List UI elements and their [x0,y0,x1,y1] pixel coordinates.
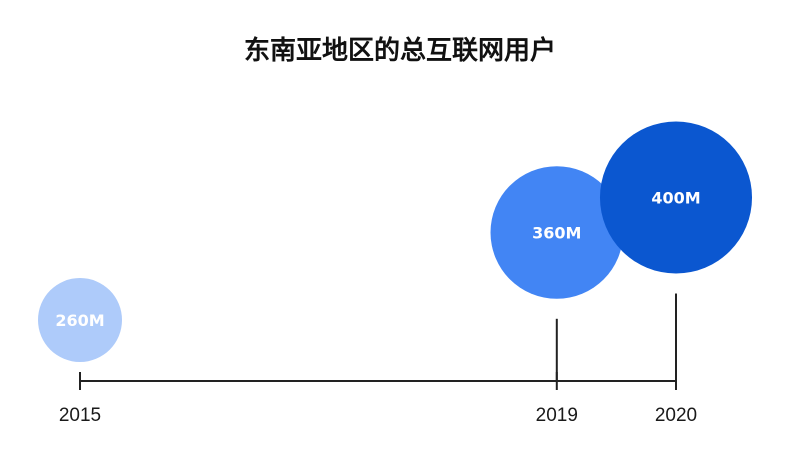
bubble-label-2020: 400M [651,189,700,208]
bubble-2015 [38,278,122,362]
tick-label-2020: 2020 [655,405,697,426]
bubble-2019 [490,166,624,299]
bubble-label-2015: 260M [55,311,104,330]
tick-label-2015: 2015 [59,405,101,426]
tick-label-2019: 2019 [536,405,578,426]
chart-title: 东南亚地区的总互联网用户 [244,35,556,66]
bubble-label-2019: 360M [532,224,581,243]
bubble-2020 [599,121,753,274]
